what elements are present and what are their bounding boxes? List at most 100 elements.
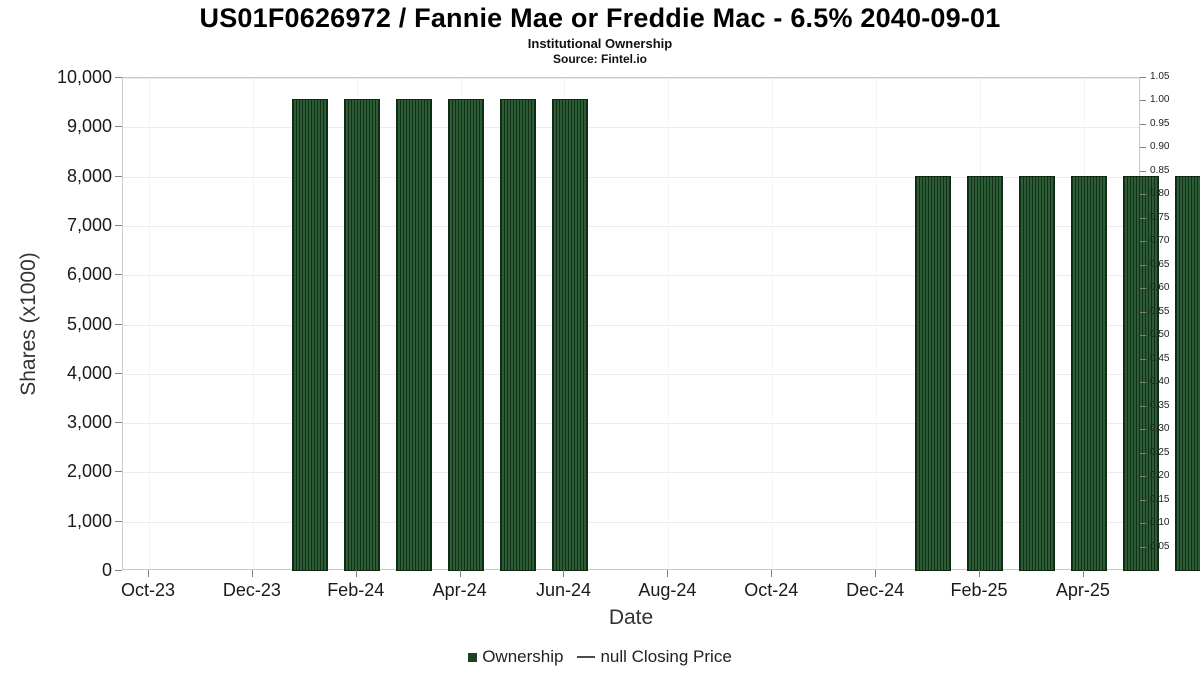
y-left-axis-tick-label: 2,000 — [66, 461, 112, 482]
y-right-axis-tick — [1140, 405, 1146, 407]
y-right-axis-tick-label: 0.80 — [1150, 188, 1170, 200]
gridline-vertical — [876, 78, 877, 569]
y-left-axis-tick — [115, 77, 122, 78]
price-line-icon — [577, 656, 596, 658]
y-left-axis-tick-label: 6,000 — [66, 264, 112, 285]
gridline-horizontal — [123, 423, 1139, 424]
legend-item-closing-price: null Closing Price — [577, 647, 732, 667]
gridline-horizontal — [123, 78, 1139, 79]
y-right-axis-tick — [1140, 452, 1146, 454]
y-right-axis-tick-label: 0.10 — [1150, 517, 1170, 529]
gridline-vertical — [253, 78, 254, 569]
gridline-vertical — [668, 78, 669, 569]
y-right-axis-tick-label: 0.65 — [1150, 258, 1170, 270]
ownership-bar — [292, 99, 328, 571]
y-right-axis-tick-label: 0.35 — [1150, 399, 1170, 411]
gridline-vertical — [772, 78, 773, 569]
y-left-axis-tick-label: 8,000 — [66, 165, 112, 186]
y-right-axis-tick — [1140, 264, 1146, 266]
ownership-bar — [1019, 176, 1055, 571]
y-right-axis-tick-label: 0.50 — [1150, 329, 1170, 341]
y-left-axis-tick-label: 4,000 — [66, 362, 112, 383]
y-right-axis-tick — [1140, 170, 1146, 172]
gridline-horizontal — [123, 522, 1139, 523]
y-right-axis-tick — [1140, 429, 1146, 431]
y-right-axis-tick — [1140, 147, 1146, 149]
chart-title: US01F0626972 / Fannie Mae or Freddie Mac… — [199, 3, 1001, 33]
y-right-axis-tick — [1140, 194, 1146, 196]
ownership-bar — [396, 99, 432, 571]
x-axis-tick — [459, 570, 461, 577]
y-left-axis-tick — [115, 570, 122, 571]
y-left-axis-tick — [115, 126, 122, 128]
y-left-axis-tick-label: 10,000 — [56, 67, 112, 87]
y-right-axis-tick-label: 0.30 — [1150, 423, 1170, 435]
y-left-axis-tick — [115, 224, 122, 226]
x-axis-tick — [147, 570, 149, 577]
y-left-axis-tick — [115, 372, 122, 374]
y-right-axis-tick — [1140, 123, 1146, 125]
x-axis-tick — [771, 570, 773, 577]
ownership-bar — [500, 99, 536, 571]
ownership-bar — [915, 176, 951, 571]
gridline-horizontal — [123, 177, 1139, 178]
y-right-axis-tick — [1140, 311, 1146, 313]
y-right-axis-tick — [1140, 523, 1146, 525]
x-axis-tick-label: Feb-25 — [950, 580, 1008, 600]
y-left-axis-tick-label: 3,000 — [66, 412, 112, 433]
y-right-axis-tick-label: 0.55 — [1150, 305, 1170, 317]
y-right-axis-tick-label: 1.00 — [1150, 94, 1170, 106]
y-left-axis-tick — [115, 274, 122, 276]
y-left-axis-tick — [115, 323, 122, 325]
x-axis-tick-label: Oct-24 — [744, 580, 799, 600]
y-right-axis-tick-label: 0.40 — [1150, 376, 1170, 388]
y-left-axis-tick-label: 5,000 — [66, 313, 112, 334]
x-axis-tick-label: Aug-24 — [638, 580, 697, 600]
x-axis-tick — [978, 570, 980, 577]
x-axis-title: Date — [608, 606, 654, 629]
x-axis-tick — [1082, 570, 1084, 577]
gridline-vertical — [149, 78, 150, 569]
gridline-horizontal — [123, 275, 1139, 276]
ownership-bar — [967, 176, 1003, 571]
gridline-horizontal — [123, 472, 1139, 473]
y-right-axis-tick — [1140, 382, 1146, 384]
y-left-axis-tick-label: 0 — [101, 560, 112, 580]
x-axis-tick — [667, 570, 669, 577]
y-left-axis-tick-label: 7,000 — [66, 214, 112, 235]
y-right-axis-tick — [1140, 217, 1146, 219]
y-right-axis-tick — [1140, 77, 1146, 78]
y-right-axis-tick-label: 0.45 — [1150, 352, 1170, 364]
x-axis-tick-label: Apr-25 — [1055, 580, 1110, 600]
y-right-axis-tick — [1140, 100, 1146, 102]
y-left-axis-tick — [115, 175, 122, 177]
y-left-axis-tick-label: 9,000 — [66, 116, 112, 137]
x-axis-tick-label: Dec-23 — [222, 580, 281, 600]
y-right-axis-tick-label: 1.05 — [1150, 71, 1170, 82]
x-axis-tick-label: Apr-24 — [432, 580, 487, 600]
x-axis-tick-label: Oct-23 — [120, 580, 175, 600]
y-right-axis-tick-label: 0.60 — [1150, 282, 1170, 294]
x-axis-tick — [875, 570, 877, 577]
ownership-bar — [344, 99, 380, 571]
chart-source: Source: Fintel.io — [552, 52, 647, 66]
legend-label-ownership: Ownership — [482, 647, 564, 666]
x-axis-tick — [355, 570, 357, 577]
x-axis-tick-label: Feb-24 — [327, 580, 385, 600]
y-right-axis-tick-label: 0.70 — [1150, 235, 1170, 247]
ownership-square-icon — [468, 652, 478, 662]
y-left-axis-tick — [115, 520, 122, 522]
chart-subtitle: Institutional Ownership — [527, 36, 673, 51]
gridline-horizontal — [123, 325, 1139, 326]
y-left-axis-tick — [115, 422, 122, 424]
y-right-axis-tick — [1140, 335, 1146, 337]
ownership-bar — [1071, 176, 1107, 571]
gridline-horizontal — [123, 374, 1139, 375]
y-right-axis-tick-label: 0.75 — [1150, 211, 1170, 223]
y-right-axis-tick-label: 0.25 — [1150, 446, 1170, 458]
y-right-axis-tick — [1140, 499, 1146, 501]
y-right-axis-tick-label: 0.85 — [1150, 164, 1170, 176]
ownership-bar — [552, 99, 588, 571]
legend: Ownership null Closing Price — [0, 647, 1200, 667]
y-right-axis-tick-label: 0.05 — [1150, 540, 1170, 552]
